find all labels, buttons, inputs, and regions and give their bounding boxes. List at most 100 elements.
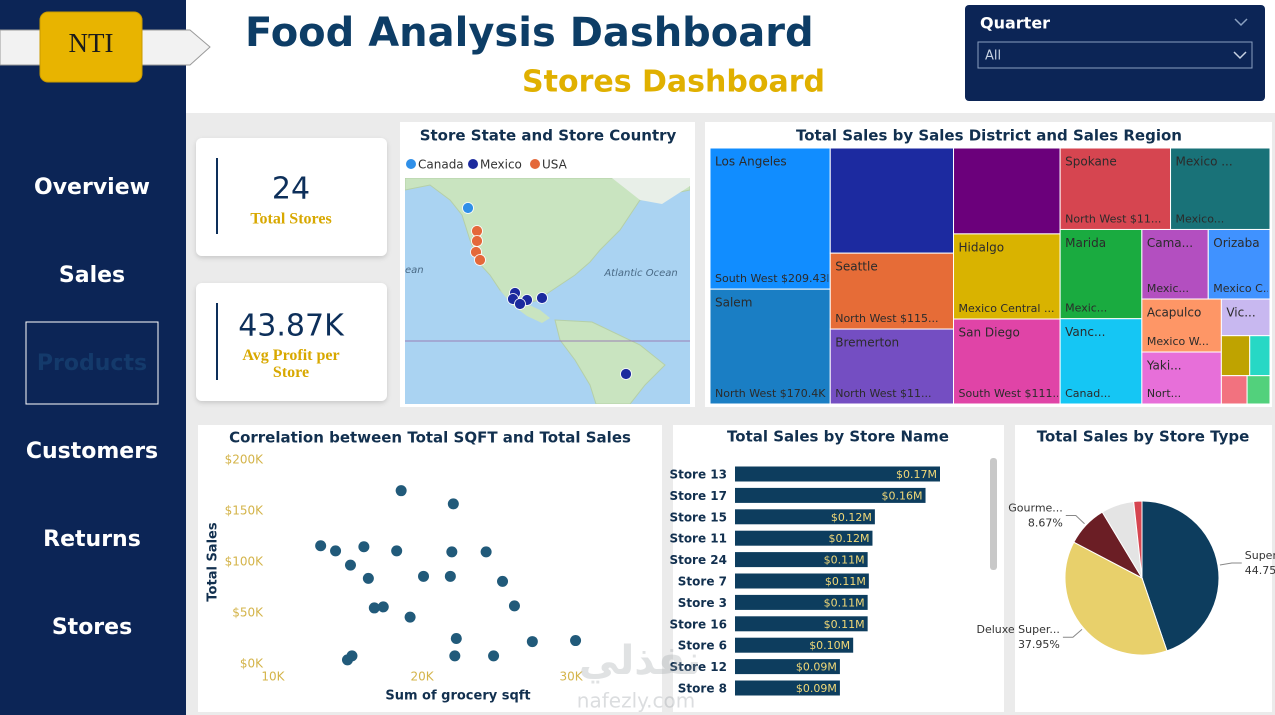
watermark: nafezly.com (577, 689, 695, 713)
pie-label: Deluxe Super... (976, 623, 1059, 636)
pie-value-label: 37.95% (1018, 638, 1060, 651)
treemap-label: North West $115... (835, 312, 938, 325)
treemap-name: Yaki... (1146, 359, 1182, 373)
scatter-point (497, 575, 509, 587)
nav-item[interactable]: Stores (52, 615, 132, 640)
map-point (514, 298, 526, 310)
treemap-tile (1170, 147, 1271, 230)
logo: NTI (69, 28, 114, 58)
nav: Overview Sales Products Customers Returns Sto… (25, 175, 159, 640)
legend-label: Mexico (480, 158, 522, 172)
sidebar (0, 0, 186, 715)
treemap-name: Orizaba (1213, 236, 1259, 250)
nav-item[interactable]: Sales (59, 263, 125, 288)
y-tick-label: $0K (240, 657, 264, 671)
scatter-point (480, 546, 492, 558)
y-tick-label: Store 7 (678, 575, 727, 589)
x-tick-label: 20K (410, 670, 434, 684)
scatter-point (391, 545, 403, 557)
treemap-name: Spokane (1065, 155, 1117, 169)
nav-item[interactable]: Returns (43, 527, 141, 552)
map-point (471, 225, 483, 237)
land (612, 178, 690, 204)
kpi-value: 24 (272, 172, 310, 207)
treemap-name: Hidalgo (959, 240, 1005, 254)
treemap-name: Cama... (1147, 236, 1193, 250)
treemap-label: Canad... (1065, 387, 1111, 400)
leader-line (1065, 515, 1085, 525)
treemap-tile (829, 147, 955, 254)
treemap-label: Mexico... (1176, 212, 1225, 225)
scrollbar[interactable] (990, 458, 997, 570)
scatter-point (395, 485, 407, 497)
treemap-tile (953, 318, 1061, 405)
bar (735, 594, 868, 610)
slicer-collapse[interactable] (1234, 18, 1248, 27)
y-tick-label: $100K (225, 555, 265, 569)
y-tick-label: Store 15 (669, 510, 727, 524)
treemap-name: Acapulco (1147, 306, 1201, 320)
legend-label: Canada (418, 158, 464, 172)
treemap-name: Seattle (835, 260, 877, 274)
treemap-label: South West $111... (959, 387, 1064, 400)
scatter-point (526, 636, 538, 648)
bar-value-label: $0.11M (825, 575, 866, 588)
bar (735, 509, 875, 525)
treemap-label: Mexico Central ... (959, 302, 1055, 315)
treemap-tile (1059, 228, 1143, 320)
map-point (536, 292, 548, 304)
scatter-point (570, 635, 582, 647)
pie-value-label: 8.67% (1028, 517, 1063, 530)
y-tick-label: $150K (225, 504, 265, 518)
slicer-value: All (985, 49, 1001, 64)
pie-slice (1064, 541, 1168, 656)
dashboard-title: Food Analysis Dashboard (245, 10, 814, 56)
legend-label: USA (542, 158, 568, 172)
bar-value-label: $0.10M (809, 639, 850, 652)
pie-label: Superm... (1245, 549, 1275, 562)
treemap-tile (829, 252, 955, 330)
y-tick-label: Store 11 (669, 532, 727, 546)
bar (735, 659, 840, 675)
bar (735, 680, 840, 696)
treemap-label: Mexic... (1065, 302, 1107, 315)
scatter-point (488, 650, 500, 662)
nav-item[interactable]: Customers (26, 439, 158, 464)
chart-title: Total Sales by Sales District and Sales … (796, 127, 1182, 145)
pie-slice (1133, 500, 1143, 579)
legend-marker (468, 159, 478, 169)
bar (735, 487, 926, 503)
scatter-card (198, 425, 662, 712)
chart-title: Total Sales by Store Type (1037, 428, 1250, 446)
treemap-tile (953, 147, 1061, 235)
y-tick-label: $50K (232, 606, 264, 620)
treemap-tile (709, 147, 831, 290)
nav-item[interactable]: Products (37, 351, 147, 376)
y-tick-label: Store 16 (669, 617, 727, 631)
treemap-name: Salem (715, 296, 752, 310)
treemap-label: Nort... (1147, 387, 1181, 400)
pie-label: Gourme... (1008, 502, 1063, 515)
slicer-dropdown[interactable] (977, 41, 1253, 69)
bar (735, 573, 869, 589)
treemap-tile (829, 328, 955, 405)
nav-item[interactable]: Overview (34, 175, 150, 200)
leader-line (1062, 629, 1083, 638)
leader-line (1219, 562, 1242, 566)
treemap-name: Marida (1065, 236, 1106, 250)
bar (735, 466, 940, 482)
nav-active-box (25, 321, 159, 405)
chart-title: Store State and Store Country (420, 127, 677, 145)
bar-value-label: $0.12M (828, 532, 869, 545)
scatter-point (418, 570, 430, 582)
scatter-point (344, 559, 356, 571)
treemap-name: Mexico ... (1176, 155, 1233, 169)
bar (735, 552, 868, 568)
bar-value-label: $0.11M (824, 618, 865, 631)
scatter-point (330, 545, 342, 557)
treemap-tile (1220, 375, 1248, 405)
treemap-tile (1141, 298, 1222, 353)
y-tick-label: Store 13 (669, 468, 727, 482)
treemap-tile (1246, 375, 1271, 405)
legend-marker (530, 159, 540, 169)
